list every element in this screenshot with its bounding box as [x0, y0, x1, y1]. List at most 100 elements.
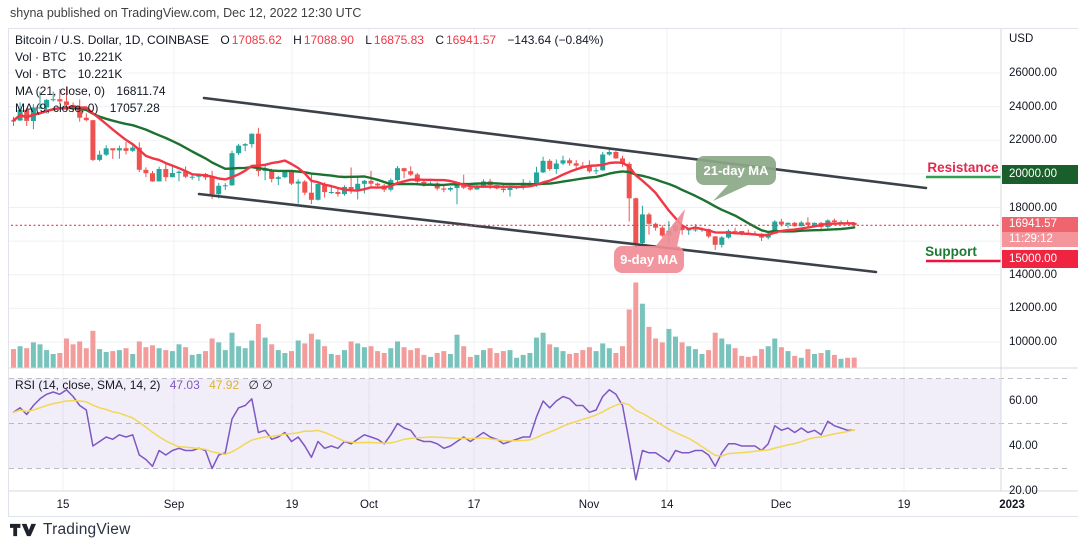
candle	[447, 186, 453, 192]
candle	[315, 182, 321, 201]
volume-bar	[620, 346, 625, 368]
volume-bar	[600, 343, 606, 368]
volume-bar	[474, 354, 480, 368]
candle	[176, 170, 182, 182]
candle	[792, 222, 798, 227]
volume-bar	[441, 351, 447, 368]
volume-bar	[745, 356, 751, 368]
rsi-axis-label: 60.00	[1009, 395, 1038, 407]
channel-upper-line	[202, 96, 928, 190]
price-axis-label: 24000.00	[1009, 101, 1057, 113]
volume-bar	[792, 355, 798, 368]
volume-bar	[421, 354, 427, 368]
rsi-axis-label: 40.00	[1009, 440, 1038, 452]
volume-bar	[289, 351, 294, 368]
volume-bar	[851, 357, 857, 368]
volume-bar	[553, 347, 559, 368]
volume-row: Vol · BTC 10.221K	[15, 66, 603, 83]
candle	[719, 236, 725, 248]
volume-bar	[110, 351, 116, 368]
candle	[467, 187, 473, 191]
volume-bar	[699, 354, 705, 368]
volume-bar	[176, 344, 182, 368]
time-axis-label: Dec	[770, 499, 792, 511]
price-axis-label: 26000.00	[1009, 67, 1057, 79]
volume-bar	[759, 349, 765, 368]
candle	[408, 166, 414, 177]
candle	[295, 179, 301, 204]
volume-bar	[196, 354, 202, 368]
price-axis-label: 14000.00	[1009, 269, 1057, 281]
price-axis-label: 22000.00	[1009, 134, 1057, 146]
volume-bar	[586, 347, 592, 368]
candle	[798, 220, 804, 227]
volume-bar	[361, 347, 367, 368]
volume-bar	[547, 344, 553, 368]
candle	[712, 235, 718, 250]
volume-bar	[467, 356, 473, 368]
support-price-badge: 15000.00	[1002, 250, 1078, 268]
volume-bar	[838, 358, 844, 368]
time-axis-label: Oct	[360, 499, 378, 511]
rsi-empty-values: ∅ ∅	[248, 378, 273, 392]
volume-bar	[83, 348, 89, 368]
price-axis-title: USD	[1009, 33, 1034, 45]
candle	[540, 156, 546, 173]
candle	[50, 91, 56, 102]
candle	[136, 142, 142, 172]
last-price-value: 16941.57	[1002, 217, 1078, 232]
volume-bar	[375, 351, 381, 368]
candle	[361, 179, 367, 194]
tradingview-attribution[interactable]: TradingView	[10, 521, 131, 539]
ma21-row: MA (21, close, 0) 16811.74	[15, 83, 603, 100]
time-axis-label: 2023	[999, 499, 1025, 511]
volume-bar	[209, 338, 215, 368]
volume-bar	[348, 341, 354, 368]
svg-text:Support: Support	[925, 244, 977, 259]
volume-bar	[90, 330, 96, 368]
candle	[116, 145, 122, 159]
volume-bar	[269, 344, 275, 368]
volume-bar	[613, 353, 619, 368]
candle	[236, 143, 242, 155]
volume-bar	[24, 348, 30, 368]
volume-bar	[408, 350, 414, 368]
tradingview-wordmark: TradingView	[43, 521, 131, 538]
volume-bar	[249, 340, 255, 368]
volume-bar	[831, 354, 837, 368]
volume-label: Vol · BTC	[15, 67, 67, 81]
volume-bar	[487, 348, 493, 368]
volume-bar	[136, 341, 142, 368]
time-axis-label: 19	[285, 499, 299, 511]
candle	[600, 152, 606, 171]
volume-bar	[785, 351, 791, 368]
rsi-sma-line	[12, 399, 855, 457]
rsi-line	[12, 389, 855, 481]
volume-bar	[295, 340, 301, 368]
volume-bar	[805, 349, 811, 368]
symbol-row: Bitcoin / U.S. Dollar, 1D, COINBASE O 170…	[15, 32, 603, 49]
volume-bar	[719, 338, 725, 368]
volume-bar	[534, 337, 539, 368]
price-axis-label: 18000.00	[1009, 202, 1057, 214]
volume-bar	[388, 348, 394, 368]
candle	[150, 171, 155, 182]
volume-bar	[322, 346, 328, 368]
candle	[110, 148, 116, 159]
volume-layer	[11, 282, 857, 368]
volume-bar	[64, 338, 69, 368]
time-axis-label: Nov	[578, 499, 600, 511]
chart-frame: 21-day MA 9-day MA Resistance Support Bitco…	[8, 28, 1078, 517]
pane-dividers	[9, 29, 1078, 492]
volume-bar	[229, 332, 235, 368]
volume-bar	[275, 350, 281, 368]
low-value: 16875.83	[373, 33, 424, 47]
rsi-sma-value: 47.92	[209, 378, 240, 392]
candle	[567, 158, 573, 166]
volume-bar	[772, 338, 778, 368]
callout-9-day-ma: 9-day MA	[614, 209, 685, 273]
candle	[659, 225, 665, 238]
volume-bar	[520, 354, 526, 368]
candle	[249, 133, 255, 148]
publish-attribution: shyna published on TradingView.com, Dec …	[10, 6, 362, 20]
